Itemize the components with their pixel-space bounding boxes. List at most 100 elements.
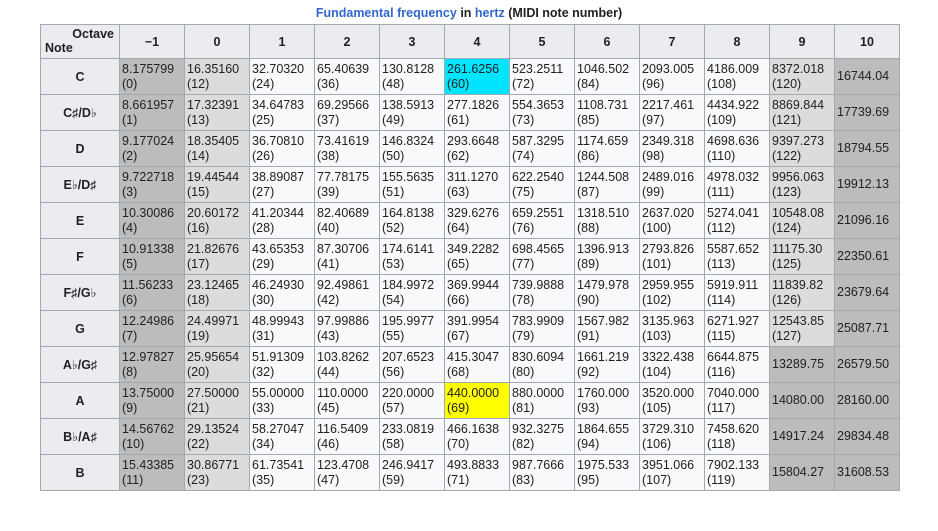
- frequency-cell: 14917.24: [769, 418, 835, 455]
- note-name-header: C: [40, 58, 120, 95]
- octave-header: 5: [509, 24, 575, 59]
- frequency-value: 9397.273: [772, 133, 825, 148]
- frequency-cell: 3951.066 (107): [639, 454, 705, 491]
- midi-number: (74): [512, 148, 535, 163]
- note-name-header: B♭/A♯: [40, 418, 120, 455]
- note-header-label: Note: [45, 41, 73, 55]
- frequency-cell: 8869.844 (121): [769, 94, 835, 131]
- frequency-value: 1396.913: [577, 241, 630, 256]
- frequency-value: 164.8138: [382, 205, 435, 220]
- midi-number: (56): [382, 364, 405, 379]
- caption-link-fundamental-frequency[interactable]: Fundamental frequency: [315, 6, 457, 20]
- frequency-cell: 27.50000 (21): [184, 382, 250, 419]
- frequency-cell: 440.0000 (69): [444, 382, 510, 419]
- frequency-cell: 739.9888 (78): [509, 274, 575, 311]
- frequency-cell: 61.73541 (35): [249, 454, 315, 491]
- frequency-value: 5919.911: [707, 277, 759, 292]
- midi-number: (118): [707, 436, 736, 451]
- midi-number: (127): [772, 328, 802, 343]
- frequency-cell: 22350.61: [834, 238, 900, 275]
- frequency-cell: 493.8833 (71): [444, 454, 510, 491]
- frequency-cell: 2793.826 (101): [639, 238, 705, 275]
- frequency-cell: 293.6648 (62): [444, 130, 510, 167]
- frequency-value: 277.1826: [447, 97, 500, 112]
- midi-number: (111): [707, 184, 735, 199]
- frequency-value: 2793.826: [642, 241, 695, 256]
- frequency-cell: 116.5409 (46): [314, 418, 380, 455]
- note-name-header: G: [40, 310, 120, 347]
- frequency-cell: 10.91338 (5): [119, 238, 185, 275]
- midi-number: (106): [642, 436, 672, 451]
- octave-header: 10: [834, 24, 900, 59]
- frequency-value: 466.1638: [447, 421, 500, 436]
- frequency-value: 23.12465: [187, 277, 240, 292]
- midi-number: (5): [122, 256, 138, 271]
- midi-number: (93): [577, 400, 600, 415]
- frequency-value: 20.60172: [187, 205, 240, 220]
- midi-number: (46): [317, 436, 340, 451]
- frequency-value: 4186.009: [707, 61, 760, 76]
- frequency-cell: 1244.508 (87): [574, 166, 640, 203]
- frequency-cell: 65.40639 (36): [314, 58, 380, 95]
- midi-number: (88): [577, 220, 600, 235]
- midi-number: (10): [122, 436, 145, 451]
- frequency-cell: 30.86771 (23): [184, 454, 250, 491]
- frequency-cell: 23679.64: [834, 274, 900, 311]
- frequency-value: 369.9944: [447, 277, 500, 292]
- frequency-value: 3951.066: [642, 457, 695, 472]
- frequency-cell: 2349.318 (98): [639, 130, 705, 167]
- frequency-cell: 23.12465 (18): [184, 274, 250, 311]
- frequency-cell: 25087.71: [834, 310, 900, 347]
- frequency-value: 7902.133: [707, 457, 760, 472]
- midi-number: (70): [447, 436, 470, 451]
- frequency-value: 6644.875: [707, 349, 760, 364]
- frequency-cell: 11175.30 (125): [769, 238, 835, 275]
- midi-number: (108): [707, 76, 737, 91]
- frequency-value: 77.78175: [317, 169, 370, 184]
- frequency-cell: 1760.000 (93): [574, 382, 640, 419]
- frequency-value: 32.70320: [252, 61, 305, 76]
- frequency-value: 2217.461: [642, 97, 695, 112]
- midi-number: (25): [252, 112, 275, 127]
- table-row: E♭/D♯ 9.722718 (3) 19.44544 (15) 38.89087 (27)…: [40, 166, 900, 203]
- frequency-value: 349.2282: [447, 241, 500, 256]
- frequency-value: 174.6141: [382, 241, 435, 256]
- frequency-value: 8372.018: [772, 61, 825, 76]
- frequency-value: 2637.020: [642, 205, 695, 220]
- frequency-cell: 311.1270 (63): [444, 166, 510, 203]
- caption-text-midi: (MIDI note number): [508, 6, 623, 20]
- midi-number: (44): [317, 364, 340, 379]
- frequency-value: 10548.08: [772, 205, 825, 220]
- frequency-cell: 69.29566 (37): [314, 94, 380, 131]
- midi-number: (114): [707, 292, 736, 307]
- frequency-value: 36.70810: [252, 133, 305, 148]
- frequency-cell: 92.49861 (42): [314, 274, 380, 311]
- frequency-cell: 13289.75: [769, 346, 835, 383]
- frequency-value: 1864.655: [577, 421, 630, 436]
- midi-number: (83): [512, 472, 535, 487]
- frequency-value: 73.41619: [317, 133, 370, 148]
- frequency-value: 329.6276: [447, 205, 500, 220]
- frequency-value: 15.43385: [122, 457, 175, 472]
- note-name-header: E♭/D♯: [40, 166, 120, 203]
- frequency-cell: 369.9944 (66): [444, 274, 510, 311]
- midi-number: (102): [642, 292, 672, 307]
- frequency-cell: 1318.510 (88): [574, 202, 640, 239]
- midi-number: (110): [707, 148, 736, 163]
- midi-number: (120): [772, 76, 802, 91]
- frequency-cell: 9.177024 (2): [119, 130, 185, 167]
- frequency-cell: 10.30086 (4): [119, 202, 185, 239]
- frequency-value: 110.0000: [317, 385, 369, 400]
- note-name-header: B: [40, 454, 120, 491]
- frequency-value: 9956.063: [772, 169, 825, 184]
- frequency-cell: 7902.133 (119): [704, 454, 770, 491]
- frequency-cell: 51.91309 (32): [249, 346, 315, 383]
- midi-number: (126): [772, 292, 802, 307]
- frequency-cell: 466.1638 (70): [444, 418, 510, 455]
- midi-number: (97): [642, 112, 665, 127]
- frequency-cell: 123.4708 (47): [314, 454, 380, 491]
- frequency-cell: 15804.27: [769, 454, 835, 491]
- caption-link-hertz[interactable]: hertz: [474, 6, 505, 20]
- note-name-header: D: [40, 130, 120, 167]
- frequency-value: 65.40639: [317, 61, 370, 76]
